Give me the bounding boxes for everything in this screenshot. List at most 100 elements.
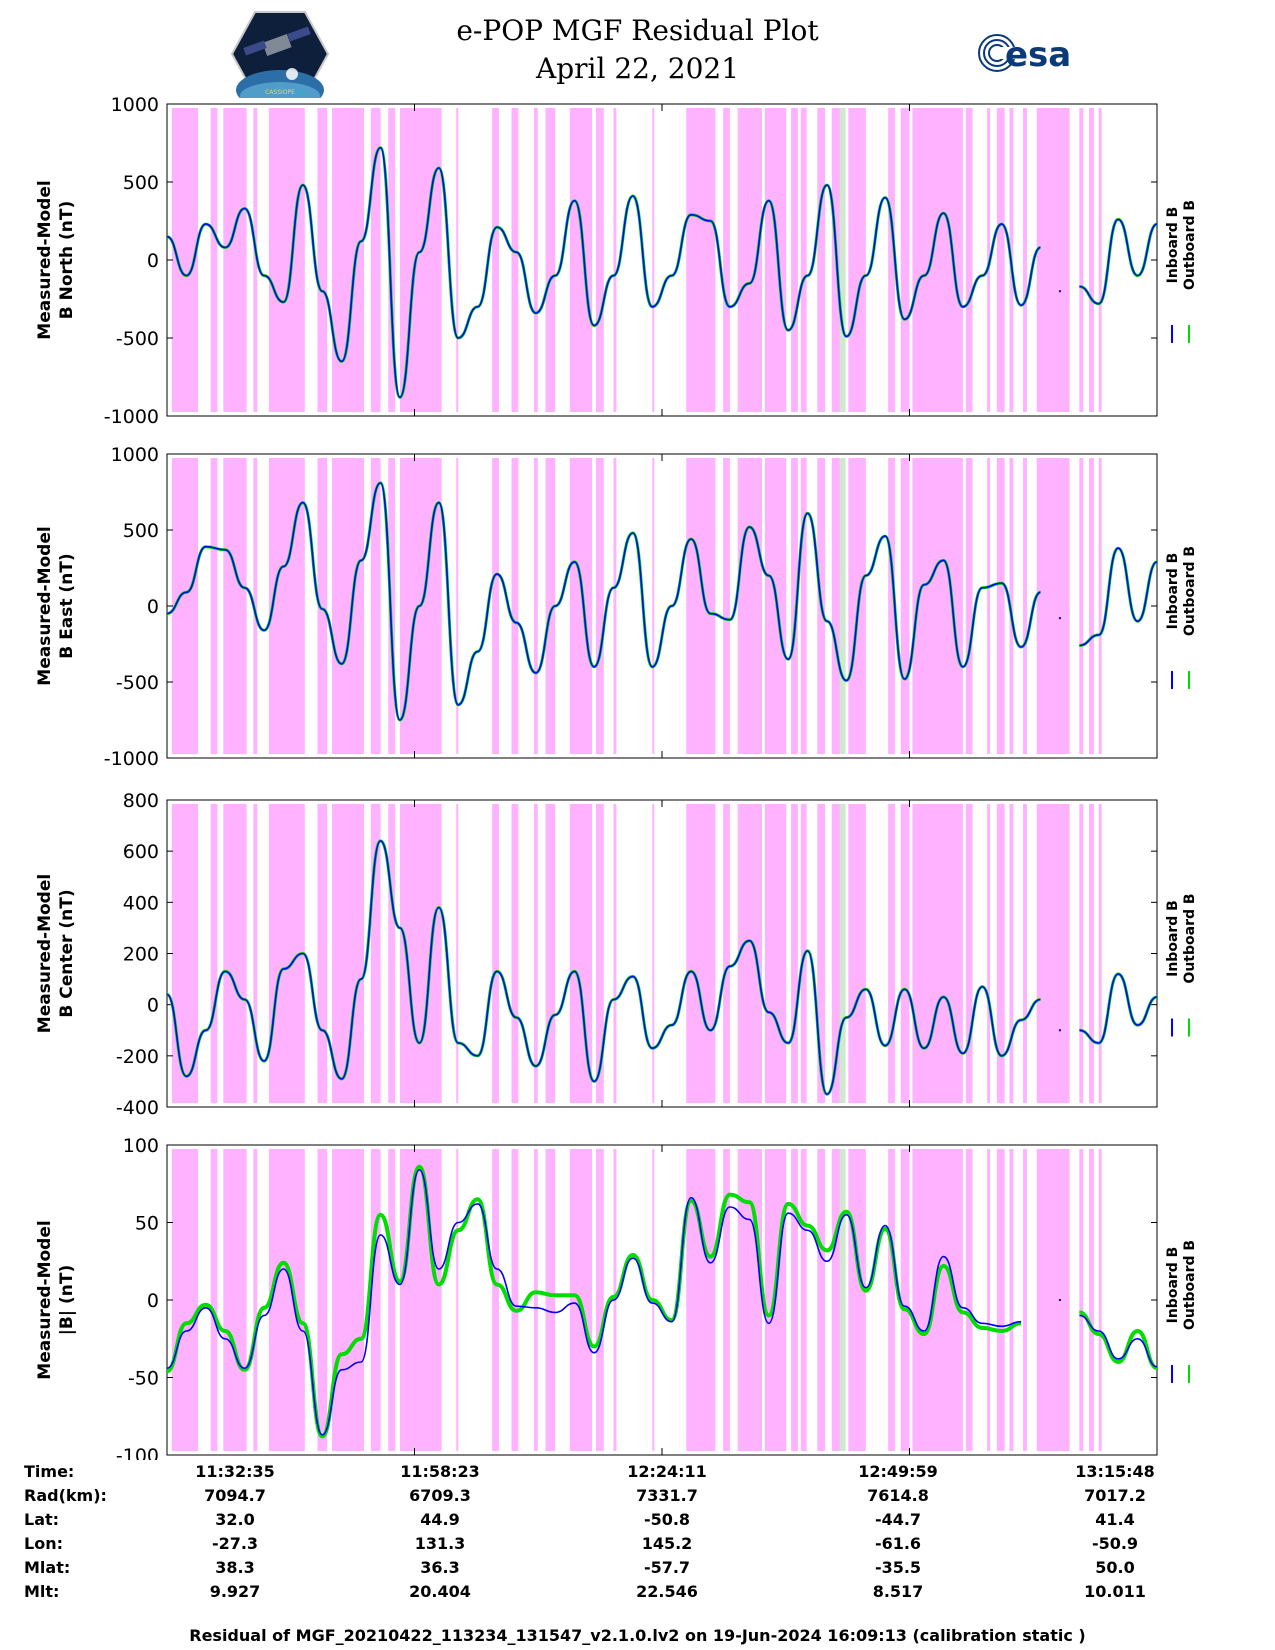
- shaded-interval: [1009, 804, 1014, 1103]
- shaded-interval: [268, 108, 305, 412]
- shaded-interval: [965, 458, 973, 754]
- table-cell: -57.7: [643, 1558, 691, 1577]
- shaded-interval: [800, 1149, 807, 1451]
- panel-1: 1000 500 0 -500 -1000 Measured-Model B North (…: [35, 94, 1198, 428]
- shaded-interval: [268, 1149, 305, 1451]
- y-tick-label: 800: [123, 790, 159, 812]
- shaded-interval: [317, 804, 328, 1103]
- y-axis-label: Measured-Model B Center (nT): [35, 874, 77, 1033]
- table-cell: -61.6: [874, 1534, 922, 1553]
- shaded-interval: [210, 1149, 218, 1451]
- shaded-interval: [370, 804, 381, 1103]
- table-cell: 13:15:48: [1075, 1462, 1155, 1481]
- table-cell: -50.9: [1091, 1534, 1139, 1553]
- table-cell: 8.517: [872, 1582, 924, 1601]
- shaded-interval: [171, 804, 199, 1103]
- shaded-interval: [545, 804, 556, 1103]
- shaded-interval: [613, 804, 617, 1103]
- esa-logo: esa: [978, 34, 1071, 75]
- shaded-interval: [1098, 804, 1102, 1103]
- panel-3: 800 600 400 200 0 -200 -400 Measured-Model B Cen…: [35, 790, 1198, 1119]
- shaded-interval: [996, 108, 1005, 412]
- shaded-interval: [848, 108, 866, 412]
- shaded-interval: [223, 804, 247, 1103]
- shaded-interval: [1098, 1149, 1102, 1451]
- table-cell: 22.546: [636, 1582, 698, 1601]
- outboard-b-line: [166, 1164, 1158, 1439]
- shaded-interval: [737, 458, 762, 754]
- shaded-interval: [317, 458, 328, 754]
- shaded-interval: [210, 458, 218, 754]
- y-tick-label: 0: [147, 596, 159, 618]
- table-cell: 9.927: [209, 1582, 261, 1601]
- shaded-interval: [223, 1149, 247, 1451]
- shaded-interval: [900, 108, 910, 412]
- y-tick-label: 0: [147, 250, 159, 272]
- table-cell: 131.3: [414, 1534, 466, 1553]
- shaded-interval: [1089, 108, 1094, 412]
- shaded-interval: [613, 108, 617, 412]
- orbit-info-table: Time: 11:32:35 11:58:23 12:24:11 12:49:59 13:…: [0, 1462, 1275, 1606]
- shaded-interval: [800, 458, 807, 754]
- y-axis-label: Measured-Model B East (nT): [35, 526, 77, 685]
- shaded-interval: [399, 1149, 442, 1451]
- shaded-interval: [764, 108, 787, 412]
- shaded-interval: [1098, 108, 1102, 412]
- shaded-interval: [533, 804, 538, 1103]
- shaded-interval: [1089, 804, 1094, 1103]
- esa-logo-text: esa: [1005, 35, 1071, 75]
- shaded-interval: [987, 458, 991, 754]
- row-label: Lat:: [24, 1510, 60, 1529]
- y-tick-label: 0: [147, 1290, 159, 1312]
- plot-frame: [166, 799, 1158, 1108]
- legend-outboard-label: Outboard B: [1182, 200, 1198, 290]
- shaded-interval: [764, 458, 787, 754]
- table-cell: 12:49:59: [858, 1462, 938, 1481]
- shaded-interval: [686, 1149, 716, 1451]
- y-tick-label: 600: [123, 841, 159, 863]
- shaded-interval: [533, 1149, 538, 1451]
- shaded-interval: [1036, 804, 1070, 1103]
- shaded-interval: [492, 804, 499, 1103]
- shaded-interval: [210, 108, 218, 412]
- y-axis-label-line2: B East (nT): [57, 553, 77, 658]
- shaded-interval: [1089, 458, 1094, 754]
- shaded-interval: [1079, 1149, 1084, 1451]
- shaded-interval: [791, 804, 798, 1103]
- shaded-interval: [545, 458, 556, 754]
- shaded-interval: [652, 458, 655, 754]
- row-label: Mlt:: [24, 1582, 60, 1601]
- shaded-interval: [817, 108, 826, 412]
- table-row: Rad(km): 7094.7 6709.3 7331.7 7614.8 7017.2: [0, 1486, 1275, 1510]
- isolated-point: [1058, 1299, 1061, 1301]
- shaded-interval: [388, 804, 396, 1103]
- inboard-b-line: [166, 146, 1158, 399]
- y-axis-label-line1: Measured-Model: [35, 526, 55, 685]
- shaded-interval: [737, 1149, 762, 1451]
- table-row: Time: 11:32:35 11:58:23 12:24:11 12:49:59 13:…: [0, 1462, 1275, 1486]
- table-cell: 44.9: [420, 1510, 460, 1529]
- table-cell: 7094.7: [204, 1486, 266, 1505]
- table-cell: 32.0: [215, 1510, 255, 1529]
- shaded-interval: [723, 1149, 730, 1451]
- shaded-interval: [965, 804, 973, 1103]
- cassiope-logo-text: CASSIOPE: [265, 89, 295, 96]
- shaded-interval: [1098, 458, 1102, 754]
- y-tick-label: 500: [123, 172, 159, 194]
- shaded-interval: [831, 458, 842, 754]
- y-tick-label: 1000: [111, 94, 159, 116]
- shaded-interval: [223, 108, 247, 412]
- y-axis-label: Measured-Model B North (nT): [35, 180, 77, 339]
- shaded-interval: [888, 804, 895, 1103]
- shaded-interval: [253, 1149, 258, 1451]
- row-label: Mlat:: [24, 1558, 71, 1577]
- shaded-interval: [569, 108, 593, 412]
- y-tick-label: 500: [123, 520, 159, 542]
- shaded-interval: [253, 458, 258, 754]
- y-axis-label-line2: |B| (nT): [57, 1265, 77, 1336]
- footer-caption: Residual of MGF_20210422_113234_131547_v…: [189, 1626, 1086, 1645]
- y-tick-label: 50: [135, 1213, 159, 1235]
- table-cell: -35.5: [874, 1558, 922, 1577]
- shaded-interval: [987, 804, 991, 1103]
